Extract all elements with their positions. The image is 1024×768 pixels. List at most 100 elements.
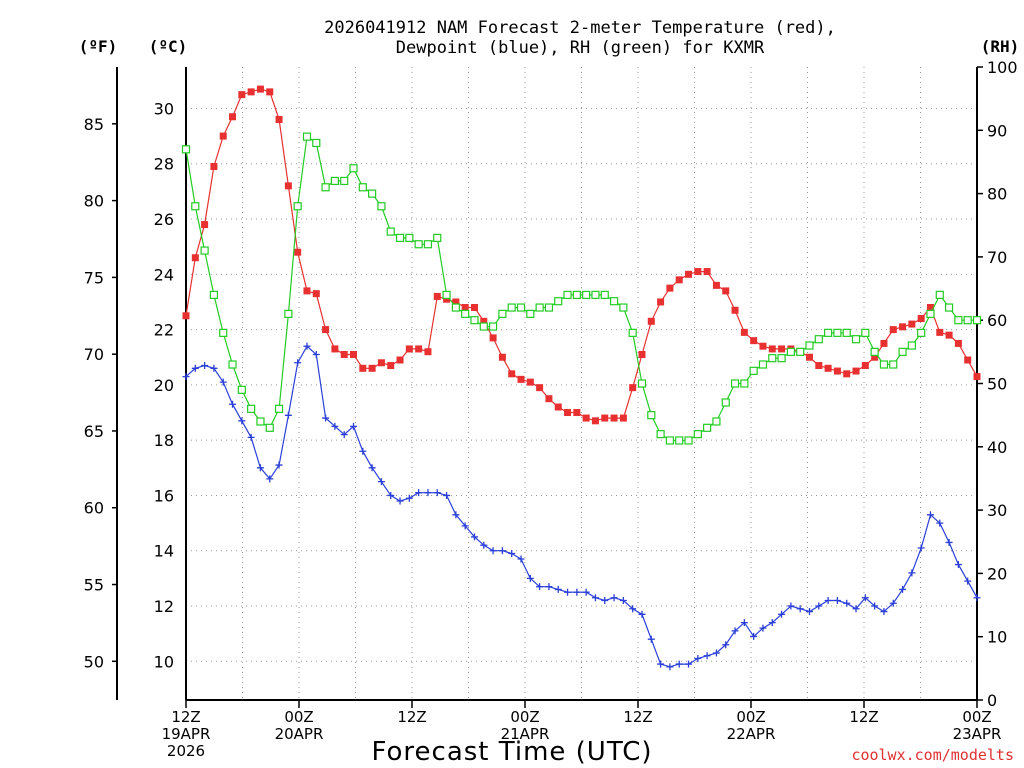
dewpoint-point: [405, 494, 413, 502]
temperature-point: [536, 384, 544, 392]
rh-point: [917, 328, 926, 337]
rh-point: [256, 417, 265, 426]
time-tick-label: 00Z: [736, 708, 765, 726]
rh-point: [935, 290, 944, 299]
rh-point: [247, 404, 256, 413]
temperature-point: [815, 362, 823, 370]
series-rh: [181, 132, 982, 445]
dewpoint-point: [201, 362, 209, 370]
rh-point: [265, 423, 274, 432]
dewpoint-point: [824, 596, 832, 604]
dewpoint-point: [908, 569, 916, 577]
temperature-point: [945, 331, 953, 339]
temperature-point: [973, 373, 981, 381]
temperature-point: [210, 163, 218, 171]
dewpoint-point: [210, 364, 218, 372]
temperature-point: [275, 116, 283, 124]
temperature-point: [191, 254, 199, 262]
temperature-point: [917, 315, 925, 323]
data-series: [181, 85, 982, 671]
dewpoint-line: [185, 345, 978, 668]
temperature-point: [861, 362, 869, 370]
time-tick-label: 19APR: [162, 725, 211, 743]
dewpoint-point: [498, 547, 506, 555]
dewpoint-point: [852, 605, 860, 613]
dewpoint-point: [536, 583, 544, 591]
time-tick-label: 12Z: [171, 708, 200, 726]
temperature-point: [219, 132, 227, 140]
rh-point: [479, 322, 488, 331]
rh-axis: 0 10 20 30 40 50 60 70 80 90 100: [977, 58, 1018, 710]
temperature-point: [480, 317, 488, 325]
temperature-point: [517, 375, 525, 383]
temperature-point: [759, 342, 767, 350]
temperature-point: [377, 359, 385, 367]
celsius-tick-label: 26: [154, 210, 174, 229]
rh-point: [340, 176, 349, 186]
dewpoint-point: [266, 475, 274, 483]
time-tick-label: 22APR: [727, 725, 776, 743]
rh-point: [665, 436, 675, 445]
dewpoint-point: [685, 660, 693, 668]
temperature-point: [833, 367, 841, 375]
temperature-point: [712, 281, 720, 289]
dewpoint-point: [722, 641, 730, 649]
rh-point: [572, 290, 581, 299]
dewpoint-point: [526, 574, 534, 582]
dewpoint-point: [219, 378, 227, 386]
time-tick-label: 12Z: [623, 708, 652, 726]
rh-point: [889, 360, 898, 369]
celsius-tick-label: 20: [154, 376, 174, 395]
dewpoint-point: [452, 511, 460, 519]
rh-point: [600, 290, 609, 299]
fahrenheit-tick-label: 65: [84, 422, 104, 441]
fahrenheit-tick-label: 85: [84, 115, 104, 134]
dewpoint-point: [294, 359, 302, 367]
dewpoint-point: [368, 464, 376, 472]
rh-point: [851, 335, 861, 344]
celsius-tick-label: 14: [154, 542, 174, 561]
rh-point: [926, 309, 935, 318]
rh-point: [237, 385, 246, 394]
rh-point: [647, 411, 656, 420]
dewpoint-point: [768, 619, 776, 627]
celsius-tick-label: 12: [154, 597, 174, 616]
temperature-point: [619, 414, 627, 422]
dewpoint-point: [750, 632, 758, 640]
rh-point: [228, 360, 237, 369]
temperature-point: [452, 298, 460, 306]
dewpoint-point: [517, 555, 525, 563]
dewpoint-point: [945, 538, 953, 546]
fahrenheit-tick-label: 70: [84, 345, 104, 364]
rh-point: [619, 303, 628, 312]
rh-tick-label: 30: [987, 501, 1007, 520]
temperature-point: [964, 356, 972, 364]
dewpoint-point: [954, 561, 962, 569]
rh-point: [377, 202, 386, 211]
dewpoint-point: [415, 489, 423, 497]
temperature-point: [750, 337, 758, 345]
rh-point: [703, 423, 712, 432]
rh-point: [861, 328, 870, 337]
dewpoint-point: [433, 489, 441, 497]
fahrenheit-unit-label: (ºF): [79, 37, 118, 56]
rh-point: [898, 347, 907, 356]
dewpoint-point: [564, 588, 572, 596]
temperature-point: [843, 370, 851, 378]
temperature-point: [805, 353, 813, 361]
rh-point: [219, 328, 228, 337]
rh-point: [191, 202, 200, 211]
rh-point: [274, 404, 284, 413]
dewpoint-point: [610, 594, 618, 602]
rh-point: [451, 303, 460, 312]
rh-point: [442, 290, 451, 299]
dewpoint-point: [582, 588, 590, 596]
dewpoint-point: [350, 422, 358, 430]
rh-point: [507, 303, 516, 312]
temperature-point: [331, 345, 339, 353]
dewpoint-point: [508, 549, 516, 557]
rh-point: [758, 360, 768, 369]
dewpoint-point: [926, 511, 934, 519]
dewpoint-point: [796, 605, 804, 613]
